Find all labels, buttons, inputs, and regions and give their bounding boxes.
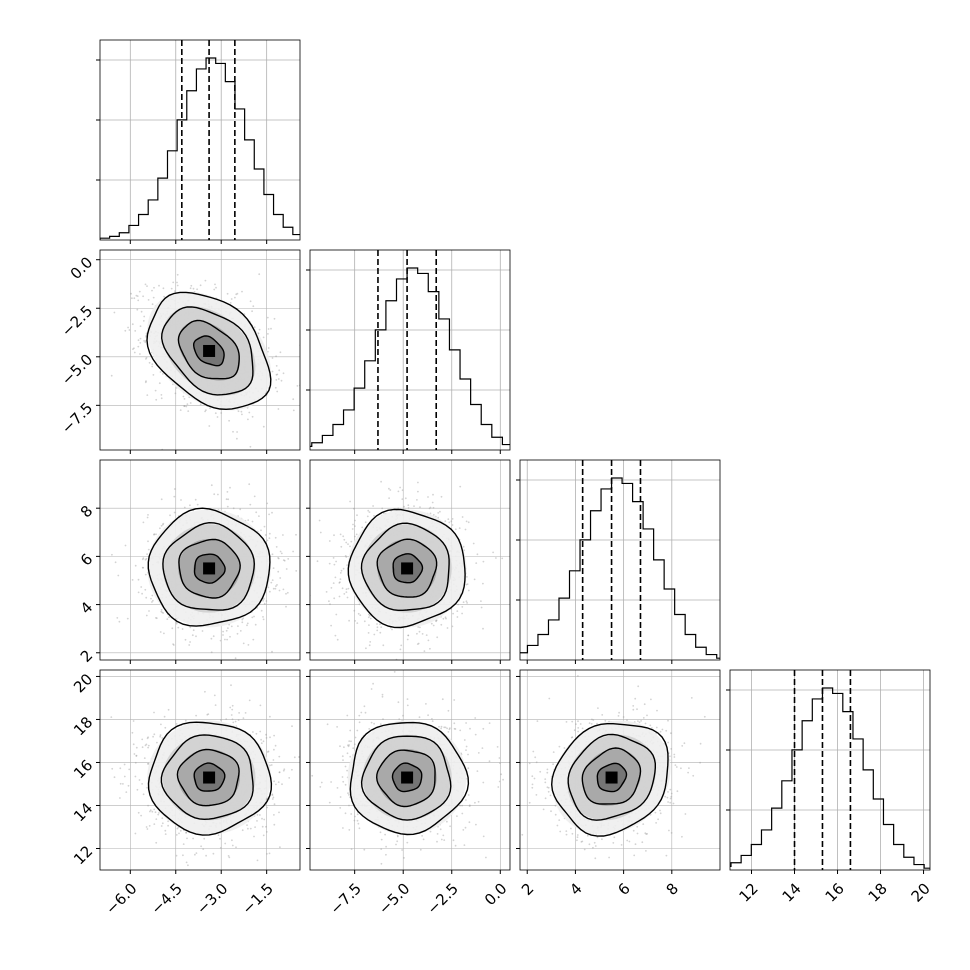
contour-line-2: [162, 521, 256, 611]
contour-line-1: [376, 538, 438, 598]
axes-frame: [519, 459, 721, 661]
density-panel-2-3: [516, 669, 721, 874]
contour-line-0: [193, 553, 226, 584]
x-tick-label: 0.0: [481, 880, 511, 910]
axes-frame: [309, 459, 511, 661]
y-tick-label: −5.0: [58, 350, 96, 388]
x-tick-label: −4.5: [148, 880, 186, 918]
axes-frame: [519, 669, 721, 871]
x-tick-label: −2.5: [424, 880, 462, 918]
y-tick-label: 12: [70, 842, 96, 868]
x-tick-label: −7.5: [326, 880, 364, 918]
axes-frame: [729, 669, 931, 871]
x-tick-label: −1.5: [238, 880, 276, 918]
x-tick-label: 2: [518, 880, 537, 899]
contour-line-0: [596, 762, 628, 793]
contour-line-1: [375, 749, 436, 808]
contour-line-0: [193, 335, 225, 367]
density-peak: [203, 562, 216, 575]
density-peak: [605, 771, 618, 784]
y-tick-label: 14: [70, 799, 96, 825]
y-tick-label: 18: [70, 713, 96, 739]
histogram-panel-2: [516, 459, 721, 664]
density-peak: [401, 562, 414, 575]
x-tick-label: 4: [566, 880, 585, 899]
contour-line-2: [160, 734, 254, 821]
y-tick-label: −2.5: [58, 302, 96, 340]
y-tick-label: 8: [77, 502, 96, 521]
contour-line-2: [160, 306, 254, 396]
density-peak: [203, 771, 216, 784]
contour-line-2: [360, 735, 452, 821]
histogram-panel-1: [306, 249, 511, 454]
contour-line-1: [176, 748, 240, 807]
density-panel-0-3: [96, 669, 301, 874]
contour-line-1: [581, 747, 642, 805]
y-tick-label: 0.0: [67, 253, 97, 283]
density-panel-0-1: [96, 249, 301, 454]
axes-frame: [99, 39, 301, 241]
histogram-panel-0: [96, 39, 301, 244]
axes-frame: [99, 249, 301, 451]
contour-line-1: [178, 538, 241, 599]
contour-line-3: [147, 507, 271, 627]
x-tick-label: −6.0: [102, 880, 140, 918]
y-tick-label: 2: [77, 646, 96, 665]
contour-line-2: [360, 522, 450, 611]
x-tick-label: 12: [736, 880, 762, 906]
contour-line-3: [347, 508, 466, 629]
contour-line-1: [177, 319, 240, 380]
y-tick-label: 20: [70, 670, 96, 696]
x-tick-label: 14: [779, 880, 805, 906]
x-tick-label: −3.0: [193, 880, 231, 918]
contour-line-3: [550, 723, 669, 837]
axes-frame: [99, 459, 301, 661]
density-peak: [401, 771, 414, 784]
density-panel-1-2: [306, 459, 511, 664]
histogram-panel-3: [726, 669, 931, 874]
axes-frame: [99, 669, 301, 871]
contour-line-0: [391, 762, 423, 793]
contour-line-2: [567, 733, 656, 821]
y-tick-label: 6: [77, 550, 96, 569]
contour-line-3: [349, 721, 470, 836]
histogram-step-0: [100, 57, 300, 240]
x-tick-label: 20: [908, 880, 934, 906]
contour-line-0: [193, 762, 226, 792]
x-tick-label: −5.0: [375, 880, 413, 918]
density-peak: [203, 344, 216, 357]
contour-line-3: [147, 721, 273, 836]
y-tick-label: 16: [70, 756, 96, 782]
x-tick-label: 16: [822, 880, 848, 906]
x-tick-label: 6: [614, 880, 633, 899]
density-panel-1-3: [306, 669, 511, 874]
x-tick-label: 18: [865, 880, 891, 906]
x-tick-label: 8: [663, 880, 682, 899]
axes-frame: [309, 669, 511, 871]
axes-frame: [309, 249, 511, 451]
contour-line-3: [146, 291, 272, 411]
y-tick-label: −7.5: [58, 399, 96, 437]
contour-line-0: [392, 553, 424, 584]
density-panel-0-2: [96, 459, 301, 664]
y-tick-label: 4: [77, 598, 96, 617]
